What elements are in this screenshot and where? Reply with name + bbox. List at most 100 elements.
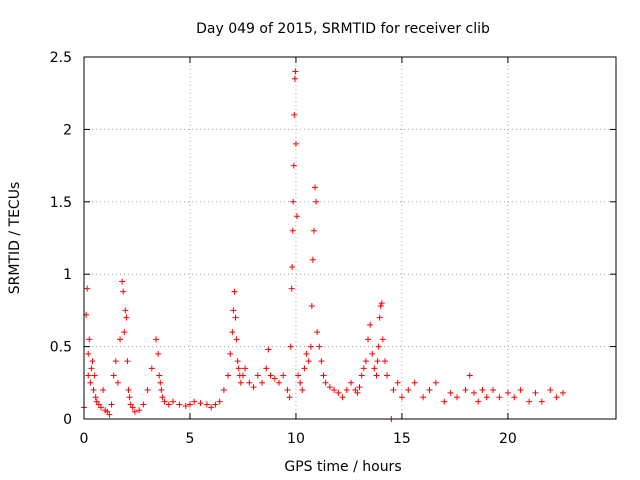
data-point bbox=[284, 387, 291, 394]
data-point bbox=[232, 314, 239, 321]
data-point bbox=[280, 372, 287, 379]
tick-labels: 0 5 10 15 20 0 0.5 1 1.5 2 2.5 bbox=[50, 50, 517, 447]
data-point bbox=[234, 358, 241, 365]
data-point bbox=[381, 358, 388, 365]
data-point bbox=[362, 358, 369, 365]
data-point bbox=[225, 372, 232, 379]
data-point bbox=[182, 402, 189, 409]
data-point bbox=[360, 365, 367, 372]
y-tick-label: 0 bbox=[63, 412, 72, 428]
y-tick-label: 0.5 bbox=[50, 340, 72, 356]
data-point bbox=[303, 350, 310, 357]
x-tick-label: 20 bbox=[499, 431, 517, 447]
data-point bbox=[212, 401, 219, 408]
data-point bbox=[375, 343, 382, 350]
data-point bbox=[377, 303, 384, 310]
data-point bbox=[299, 387, 306, 394]
x-tick-label: 5 bbox=[186, 431, 195, 447]
data-point bbox=[112, 358, 119, 365]
data-point bbox=[354, 389, 361, 396]
data-point bbox=[308, 303, 315, 310]
data-point bbox=[100, 387, 107, 394]
data-point bbox=[286, 394, 293, 401]
data-point bbox=[290, 198, 297, 205]
data-point bbox=[441, 398, 448, 405]
data-point bbox=[191, 398, 198, 405]
data-point bbox=[292, 68, 299, 75]
data-point bbox=[316, 343, 323, 350]
data-point bbox=[517, 387, 524, 394]
data-point bbox=[394, 379, 401, 386]
data-point bbox=[203, 401, 210, 408]
data-point bbox=[294, 213, 301, 220]
data-point bbox=[129, 404, 136, 411]
data-point bbox=[373, 372, 380, 379]
data-point bbox=[250, 384, 257, 391]
data-point bbox=[229, 329, 236, 336]
grid bbox=[84, 57, 616, 419]
data-point bbox=[305, 358, 312, 365]
data-point bbox=[538, 398, 545, 405]
data-point bbox=[136, 407, 143, 414]
data-point bbox=[547, 387, 554, 394]
data-point bbox=[496, 394, 503, 401]
data-point bbox=[432, 379, 439, 386]
data-point bbox=[466, 372, 473, 379]
data-point bbox=[326, 384, 333, 391]
data-point bbox=[108, 401, 115, 408]
data-point bbox=[97, 404, 104, 411]
x-tick-label: 15 bbox=[393, 431, 411, 447]
data-point bbox=[526, 398, 533, 405]
data-point bbox=[287, 343, 294, 350]
data-point bbox=[117, 336, 124, 343]
data-point bbox=[131, 408, 138, 415]
data-point bbox=[318, 358, 325, 365]
data-point bbox=[91, 372, 98, 379]
x-tick-label: 10 bbox=[287, 431, 305, 447]
x-tick-label: 0 bbox=[80, 431, 89, 447]
data-point bbox=[376, 314, 383, 321]
data-point bbox=[165, 401, 172, 408]
data-point bbox=[297, 379, 304, 386]
data-point bbox=[87, 379, 94, 386]
data-point bbox=[239, 372, 246, 379]
data-point bbox=[120, 288, 127, 295]
data-point bbox=[335, 389, 342, 396]
data-point bbox=[90, 387, 97, 394]
data-point bbox=[292, 140, 299, 147]
data-point bbox=[119, 278, 126, 285]
data-point bbox=[553, 394, 560, 401]
data-point bbox=[125, 387, 132, 394]
data-point bbox=[85, 350, 92, 357]
data-point bbox=[291, 111, 298, 118]
data-point bbox=[233, 336, 240, 343]
data-point bbox=[157, 379, 164, 386]
data-point bbox=[367, 321, 374, 328]
data-point bbox=[156, 372, 163, 379]
data-point bbox=[230, 307, 237, 314]
data-point bbox=[259, 379, 266, 386]
data-point bbox=[155, 350, 162, 357]
chart-title: Day 049 of 2015, SRMTID for receiver cli… bbox=[196, 21, 490, 37]
data-point bbox=[301, 365, 308, 372]
data-point bbox=[161, 398, 168, 405]
data-point bbox=[313, 198, 320, 205]
data-point bbox=[358, 372, 365, 379]
y-axis-label: SRMTID / TECUs bbox=[7, 182, 23, 295]
data-point bbox=[170, 398, 177, 405]
axis-ticks bbox=[83, 56, 616, 420]
y-tick-label: 2 bbox=[63, 122, 72, 138]
data-point bbox=[84, 285, 91, 292]
data-point bbox=[307, 343, 314, 350]
data-point bbox=[106, 411, 113, 418]
data-point bbox=[532, 389, 539, 396]
data-point bbox=[374, 358, 381, 365]
y-tick-label: 1 bbox=[63, 267, 72, 283]
data-point bbox=[356, 384, 363, 391]
data-point bbox=[371, 365, 378, 372]
data-point bbox=[288, 285, 295, 292]
data-point bbox=[447, 389, 454, 396]
data-point bbox=[235, 365, 242, 372]
data-point bbox=[289, 263, 296, 270]
